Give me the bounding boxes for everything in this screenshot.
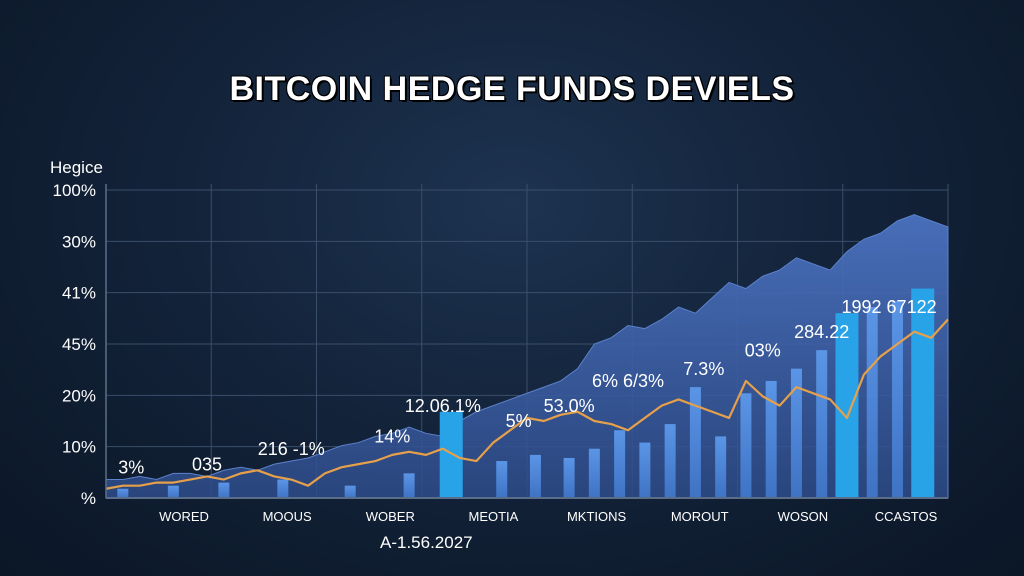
data-label: 53.0% xyxy=(544,396,595,416)
bar xyxy=(790,368,802,498)
y-tick-label: 10% xyxy=(62,438,96,457)
x-tick-label: CCASTOS xyxy=(875,509,938,524)
y-tick-label: 41% xyxy=(62,284,96,303)
bar xyxy=(740,393,752,498)
data-label: 216 -1% xyxy=(258,439,325,459)
y-tick-label: % xyxy=(81,489,96,508)
bar xyxy=(866,307,878,498)
bar xyxy=(496,461,508,498)
area-fill xyxy=(105,214,949,499)
data-label: 035 xyxy=(192,454,222,474)
data-label: 284.22 xyxy=(794,322,849,342)
bar xyxy=(529,454,541,498)
bar xyxy=(715,436,727,498)
data-label: 03% xyxy=(745,340,781,360)
bar xyxy=(563,457,575,498)
y-tick-label: 100% xyxy=(53,181,96,200)
bar xyxy=(689,387,701,498)
bar xyxy=(277,479,289,498)
series-line xyxy=(105,318,949,490)
area-series xyxy=(105,214,949,499)
x-tick-label: MOROUT xyxy=(671,509,729,524)
bar xyxy=(639,442,651,498)
y-axis-title: Hegice xyxy=(50,158,103,177)
bar xyxy=(344,485,356,498)
x-tick-label: WOSON xyxy=(778,509,829,524)
bar xyxy=(765,380,777,498)
x-tick-label: MEOTIA xyxy=(469,509,519,524)
bar xyxy=(439,411,463,498)
bar xyxy=(614,430,626,498)
x-tick-label: WORED xyxy=(159,509,209,524)
line-series xyxy=(105,318,949,490)
bar-series xyxy=(117,288,935,498)
bar xyxy=(588,448,600,498)
bar xyxy=(911,288,935,498)
y-tick-label: 45% xyxy=(62,335,96,354)
bar xyxy=(117,488,129,498)
y-tick-label: 20% xyxy=(62,386,96,405)
y-tick-label: 30% xyxy=(62,232,96,251)
data-label: 14% xyxy=(374,427,410,447)
x-tick-label: WOBER xyxy=(366,509,415,524)
data-label: 5% xyxy=(506,411,532,431)
bar xyxy=(816,350,828,498)
data-label: 1992 67122 xyxy=(842,297,937,317)
bar xyxy=(891,300,903,498)
chart-footer-label: A-1.56.2027 xyxy=(380,533,473,552)
data-label: 6% 6/3% xyxy=(592,371,664,391)
labels: % 10% 20% 45% 41% 30% 100% WORED MOOUS WOBER MEOTI… xyxy=(53,181,938,524)
bar xyxy=(218,482,230,498)
bar xyxy=(167,485,179,498)
data-label: 3% xyxy=(118,457,144,477)
bar xyxy=(664,424,676,498)
x-tick-label: MOOUS xyxy=(263,509,312,524)
data-label: 12.06.1% xyxy=(405,396,481,416)
x-tick-label: MKTIONS xyxy=(567,509,627,524)
axes xyxy=(105,184,948,499)
bar xyxy=(403,473,415,498)
bar xyxy=(835,313,859,498)
chart-title: BITCOIN HEDGE FUNDS DEVIELS xyxy=(229,70,795,108)
data-label: 7.3% xyxy=(683,359,724,379)
